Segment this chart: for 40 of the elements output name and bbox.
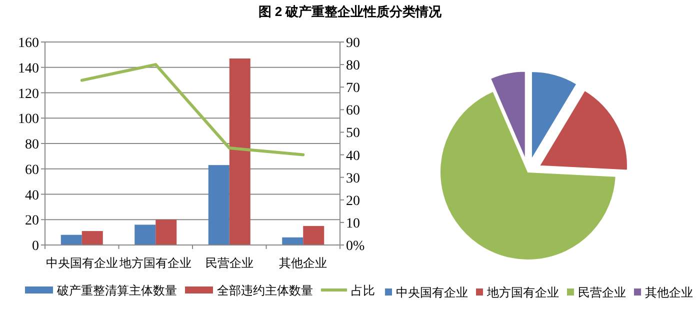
y2-tick-label: 60 (346, 104, 360, 119)
y2-tick-label: 80 (346, 58, 360, 74)
bar (229, 58, 250, 245)
y2-tick-label: 50 (346, 126, 360, 142)
legend-label: 破产重整清算主体数量 (56, 284, 177, 298)
legend-label: 地方国有企业 (486, 286, 559, 300)
bar (156, 220, 177, 245)
chart-title: 图 2 破产重整企业性质分类情况 (258, 4, 443, 19)
legend-label: 民营企业 (578, 286, 626, 300)
y2-tick-label: 90 (346, 36, 360, 51)
bar (208, 165, 230, 245)
y-tick-label: 100 (18, 112, 39, 128)
legend-label: 其他企业 (645, 286, 693, 300)
bar (60, 234, 82, 245)
x-tick-label: 民营企业 (205, 256, 254, 270)
y-tick-label: 160 (18, 36, 39, 51)
y-tick-label: 140 (18, 61, 39, 76)
x-tick-label: 其他企业 (279, 256, 328, 270)
legend-label: 全部违约主体数量 (217, 284, 313, 298)
bar (303, 226, 324, 245)
y2-tick-label: 0% (346, 239, 365, 254)
y-tick-label: 20 (25, 214, 39, 229)
x-tick-label: 地方国有企业 (118, 256, 192, 270)
y-tick-label: 120 (18, 86, 39, 102)
legend-label: 中央国有企业 (396, 286, 468, 300)
line-series (80, 63, 305, 156)
y-tick-label: 80 (25, 138, 39, 152)
bar (82, 231, 103, 245)
bar (282, 237, 304, 245)
y2-tick-label: 40 (346, 148, 360, 164)
x-tick-label: 中央国有企业 (46, 256, 118, 270)
legend-label: 占比 (351, 284, 375, 298)
y2-tick-label: 20 (346, 194, 360, 209)
y-tick-label: 40 (25, 188, 39, 204)
y2-tick-label: 30 (346, 171, 360, 186)
y-tick-label: 0 (32, 239, 39, 254)
bar (134, 224, 156, 245)
y2-tick-label: 70 (346, 81, 360, 96)
y2-tick-label: 10 (346, 216, 360, 232)
y-tick-label: 60 (25, 162, 39, 178)
